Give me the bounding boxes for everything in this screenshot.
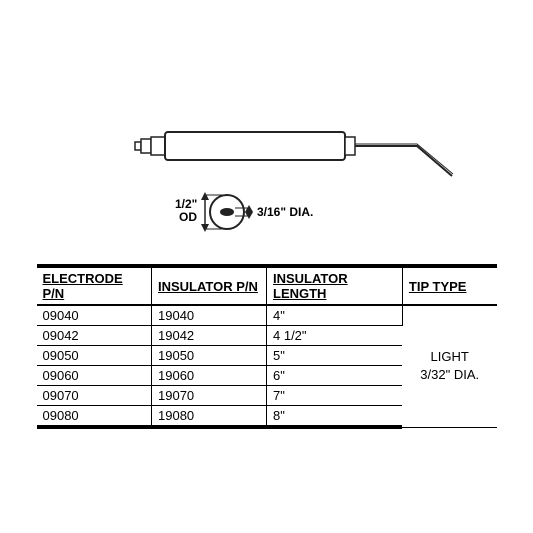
cell-insulator-pn: 19060: [152, 366, 267, 386]
table-header-row: ELECTRODE P/N INSULATOR P/N INSULATOR LE…: [37, 266, 497, 305]
tip-type-line1: LIGHT: [431, 349, 469, 364]
cell-insulator-pn: 19040: [152, 305, 267, 326]
cell-electrode: 09050: [37, 346, 152, 366]
cell-insulator-len: 4 1/2": [267, 326, 403, 346]
cell-insulator-pn: 19050: [152, 346, 267, 366]
spec-table: ELECTRODE P/N INSULATOR P/N INSULATOR LE…: [37, 264, 497, 429]
cell-electrode: 09070: [37, 386, 152, 406]
cell-electrode: 09042: [37, 326, 152, 346]
tip-type-line2: 3/32" DIA.: [420, 367, 479, 382]
spec-table-container: ELECTRODE P/N INSULATOR P/N INSULATOR LE…: [37, 264, 497, 429]
cell-insulator-pn: 19042: [152, 326, 267, 346]
cell-insulator-len: 7": [267, 386, 403, 406]
svg-text:OD: OD: [179, 210, 197, 224]
cell-insulator-len: 4": [267, 305, 403, 326]
table-row: 09040 19040 4" LIGHT 3/32" DIA.: [37, 305, 497, 326]
svg-text:1/2": 1/2": [175, 197, 197, 211]
svg-text:3/16" DIA.: 3/16" DIA.: [257, 205, 313, 219]
cell-insulator-pn: 19070: [152, 386, 267, 406]
cell-electrode: 09080: [37, 406, 152, 428]
cell-tip-type: LIGHT 3/32" DIA.: [402, 305, 496, 427]
header-insulator-pn: INSULATOR P/N: [152, 266, 267, 305]
cell-insulator-len: 8": [267, 406, 403, 428]
cell-electrode: 09060: [37, 366, 152, 386]
electrode-diagram: 1/2" OD 3/16" DIA.: [57, 104, 477, 254]
header-insulator-length: INSULATOR LENGTH: [267, 266, 403, 305]
header-tip-type: TIP TYPE: [402, 266, 496, 305]
cell-insulator-pn: 19080: [152, 406, 267, 428]
cell-insulator-len: 5": [267, 346, 403, 366]
header-electrode: ELECTRODE P/N: [37, 266, 152, 305]
cell-electrode: 09040: [37, 305, 152, 326]
cell-insulator-len: 6": [267, 366, 403, 386]
